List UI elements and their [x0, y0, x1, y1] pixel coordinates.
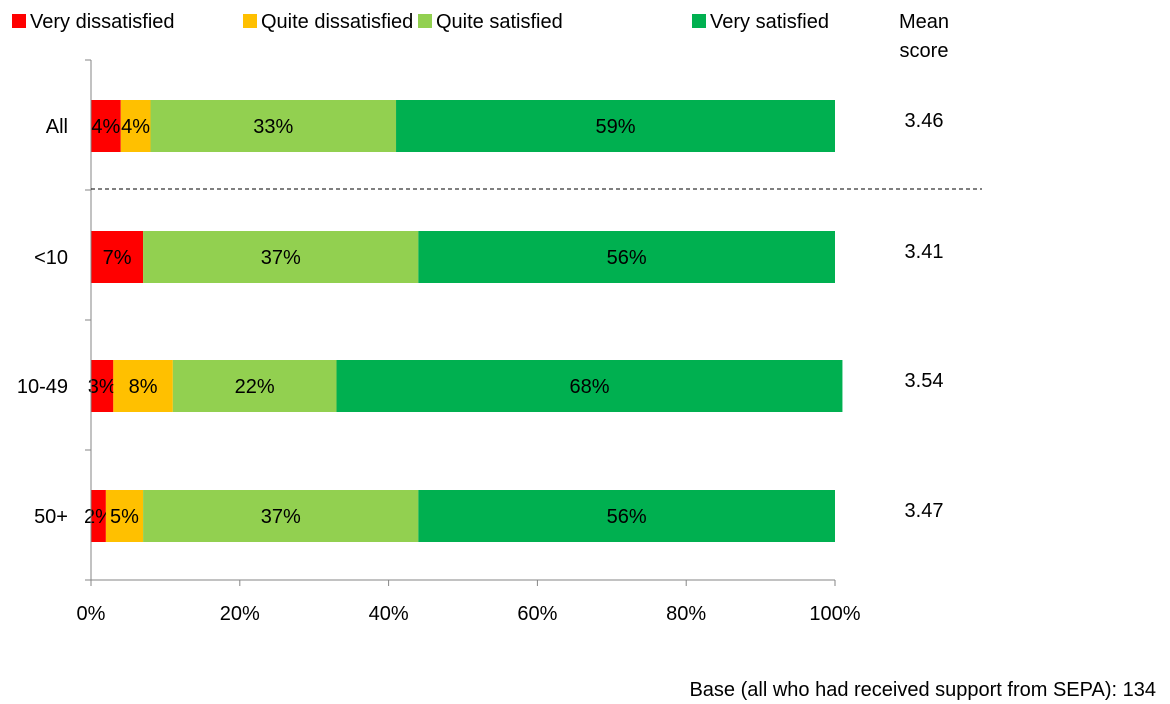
- mean-scores: 3.46 3.41 3.54 3.47: [905, 110, 944, 522]
- data-label: 8%: [129, 376, 158, 398]
- mean-score-header: Mean score: [899, 11, 949, 62]
- bar-segment: [150, 100, 397, 152]
- bar-segment: [396, 100, 835, 152]
- mean-score: 3.46: [905, 110, 944, 132]
- data-label: 4%: [91, 116, 120, 138]
- legend-label: Very satisfied: [710, 11, 829, 33]
- mean-score-header-line: Mean: [899, 11, 949, 33]
- data-label: 7%: [103, 247, 132, 269]
- bar-segment: [143, 490, 419, 542]
- bars: 4% 4% 33% 59%7% 37% 56%3% 8% 22% 68%2%5% 37% 56%: [84, 100, 843, 542]
- legend-swatch: [12, 14, 26, 28]
- mean-score: 3.41: [905, 241, 944, 263]
- x-tick-label: 40%: [369, 603, 409, 625]
- category-label: All: [46, 116, 68, 138]
- bar-segment: [143, 231, 419, 283]
- data-label: 3%: [88, 376, 117, 398]
- legend-swatch: [418, 14, 432, 28]
- bar-segment: [91, 490, 106, 542]
- bar-segment: [336, 360, 843, 412]
- category-label: <10: [34, 247, 68, 269]
- mean-score-header-line: score: [900, 40, 949, 62]
- x-tick-label: 100%: [809, 603, 860, 625]
- mean-score: 3.47: [905, 500, 944, 522]
- x-tick-label: 80%: [666, 603, 706, 625]
- data-label: 56%: [607, 247, 647, 269]
- bar-segment: [113, 360, 173, 412]
- bar-segment: [91, 231, 144, 283]
- legend-label: Quite dissatisfied: [261, 11, 413, 33]
- bar-segment: [105, 490, 144, 542]
- data-label: 22%: [235, 376, 275, 398]
- x-tick-label: 60%: [517, 603, 557, 625]
- bar-segment: [91, 100, 121, 152]
- x-tick-label: 0%: [77, 603, 106, 625]
- data-label: 68%: [569, 376, 609, 398]
- legend-label: Quite satisfied: [436, 11, 563, 33]
- data-label: 4%: [121, 116, 150, 138]
- data-label: 33%: [253, 116, 293, 138]
- mean-score: 3.54: [905, 370, 944, 392]
- bar-segment: [418, 231, 835, 283]
- base-note: Base (all who had received support from …: [689, 679, 1156, 701]
- legend-swatch: [692, 14, 706, 28]
- data-label: 56%: [607, 506, 647, 528]
- data-label: 37%: [261, 506, 301, 528]
- category-label: 50+: [34, 506, 68, 528]
- legend-swatch: [243, 14, 257, 28]
- bar-segment: [91, 360, 114, 412]
- category-label: 10-49: [17, 376, 68, 398]
- data-label: 59%: [596, 116, 636, 138]
- data-label: 5%: [110, 506, 139, 528]
- bar-segment: [418, 490, 835, 542]
- axes: 0% 20% 40% 60% 80% 100% All <10 10-49 50+: [17, 59, 982, 625]
- x-tick-label: 20%: [220, 603, 260, 625]
- legend-label: Very dissatisfied: [30, 11, 175, 33]
- data-label: 37%: [261, 247, 301, 269]
- bar-segment: [120, 100, 151, 152]
- legend: Very dissatisfied Quite dissatisfied Quite…: [12, 11, 829, 33]
- bar-segment: [172, 360, 337, 412]
